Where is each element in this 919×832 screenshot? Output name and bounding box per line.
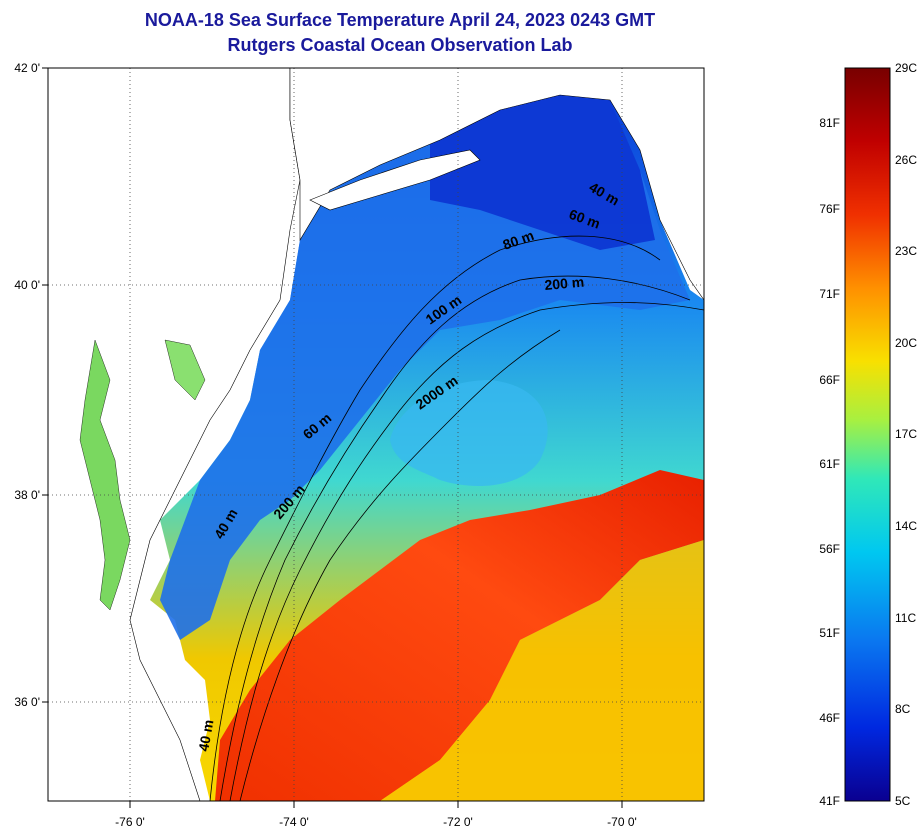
lat-tick-label: 40 0' — [14, 278, 40, 292]
long-island — [309, 149, 481, 211]
colorbar-celsius-label: 23C — [895, 244, 917, 258]
longitude-axis — [129, 801, 623, 808]
yellow-warm-edge — [380, 540, 704, 801]
colorbar-fahrenheit-label: 81F — [819, 116, 840, 130]
lon-tick-label: -74 0' — [279, 815, 309, 829]
colorbar-celsius-label: 11C — [895, 611, 916, 625]
lat-tick-label: 42 0' — [14, 61, 40, 75]
colorbar-celsius-label: 20C — [895, 336, 917, 350]
lon-tick-label: -70 0' — [607, 815, 637, 829]
lat-tick-label: 36 0' — [14, 695, 40, 709]
colorbar-fahrenheit-label: 61F — [819, 457, 840, 471]
land-mainland — [47, 67, 301, 802]
colorbar-celsius-label: 8C — [895, 702, 911, 716]
contour-label-200m-north: 200 m — [544, 274, 585, 293]
colorbar-fahrenheit-label: 46F — [819, 711, 840, 725]
colorbar-celsius-label: 17C — [895, 427, 917, 441]
contour-label-40m-south: 40 m — [195, 718, 216, 752]
colorbar-fahrenheit-label: 56F — [819, 542, 840, 556]
land-northeast — [289, 67, 705, 301]
map-title: NOAA-18 Sea Surface Temperature April 24… — [144, 10, 656, 30]
colorbar-fahrenheit-label: 51F — [819, 626, 840, 640]
lat-tick-label: 38 0' — [14, 488, 40, 502]
lon-tick-label: -72 0' — [443, 815, 473, 829]
colorbar-celsius-label: 5C — [895, 794, 911, 808]
lon-tick-label: -76 0' — [115, 815, 145, 829]
deep-blue-water — [430, 95, 655, 250]
latitude-axis — [42, 67, 48, 703]
delaware-bay — [164, 339, 206, 401]
colorbar-fahrenheit-label: 76F — [819, 202, 840, 216]
graticule — [48, 68, 704, 801]
cyan-eddy — [390, 380, 548, 486]
bathymetry-contours — [209, 235, 705, 802]
colorbar-celsius-label: 29C — [895, 61, 917, 75]
gulf-stream-warm — [215, 470, 704, 801]
colorbar-fahrenheit-label: 41F — [819, 794, 840, 808]
map-border — [47, 67, 705, 802]
colorbar — [844, 67, 891, 802]
colorbar-fahrenheit-label: 71F — [819, 287, 840, 301]
colorbar-celsius-label: 14C — [895, 519, 917, 533]
chesapeake-bay — [79, 339, 131, 611]
colorbar-fahrenheit-label: 66F — [819, 373, 840, 387]
map-subtitle: Rutgers Coastal Ocean Observation Lab — [227, 35, 573, 55]
colorbar-celsius-label: 26C — [895, 153, 917, 167]
